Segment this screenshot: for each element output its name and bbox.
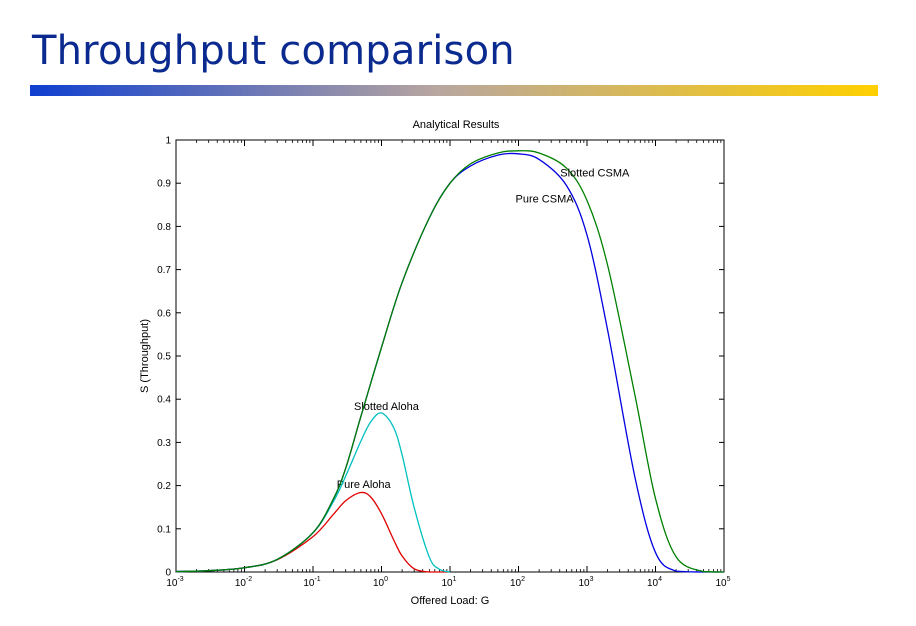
chart-title: Analytical Results [413,119,500,131]
series-label-pure-aloha: Pure Aloha [337,479,392,491]
x-axis-label: Offered Load: G [411,595,490,607]
y-tick-label: 1 [165,136,171,147]
y-axis-label: S (Throughput) [139,319,151,393]
y-tick-label: 0.6 [157,308,171,319]
y-tick-label: 0.2 [157,481,171,492]
title-gradient-bar [30,85,878,96]
y-tick-label: 0.7 [157,265,171,276]
x-tick-label: 103 [578,576,593,589]
y-tick-label: 0.1 [157,524,171,535]
y-tick-label: 0.8 [157,222,171,233]
x-tick-label: 10-3 [166,576,183,589]
x-tick-label: 104 [647,576,662,589]
plot-frame [175,139,725,573]
y-tick-label: 0.4 [157,395,171,406]
series-label-slotted-csma: Slotted CSMA [560,168,630,180]
x-tick-label: 100 [373,576,388,589]
series-label-slotted-aloha: Slotted Aloha [354,401,420,413]
x-tick-label: 102 [510,576,525,589]
x-tick-label: 10-2 [235,576,252,589]
y-tick-label: 0.3 [157,438,171,449]
x-tick-label: 10-1 [303,576,320,589]
y-tick-label: 0.9 [157,179,171,190]
series-line-slotted-csma [175,150,725,573]
series-label-pure-csma: Pure CSMA [516,194,575,206]
x-tick-label: 101 [441,576,456,589]
x-tick-label: 105 [715,576,730,589]
y-tick-label: 0 [165,568,171,579]
slide-title: Throughput comparison [32,28,515,74]
y-tick-label: 0.5 [157,352,171,363]
